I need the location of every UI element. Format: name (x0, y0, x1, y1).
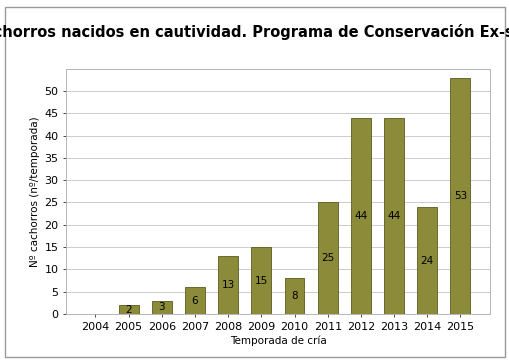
Text: 44: 44 (387, 211, 400, 221)
Text: 13: 13 (221, 280, 234, 290)
Text: 15: 15 (254, 275, 267, 286)
Text: 44: 44 (354, 211, 367, 221)
Bar (119, 305, 138, 314)
Text: 8: 8 (291, 291, 297, 301)
Bar (350, 118, 370, 314)
Bar (218, 256, 238, 314)
Bar (416, 207, 436, 314)
Bar (185, 287, 205, 314)
Bar (317, 203, 337, 314)
Text: 25: 25 (321, 253, 334, 263)
Y-axis label: Nº cachorros (nº/temporada): Nº cachorros (nº/temporada) (31, 116, 40, 267)
Text: 53: 53 (453, 191, 466, 201)
Bar (383, 118, 403, 314)
Bar (284, 278, 304, 314)
Text: 24: 24 (420, 256, 433, 265)
Text: 3: 3 (158, 303, 165, 312)
Bar (251, 247, 271, 314)
X-axis label: Temporada de cría: Temporada de cría (229, 336, 326, 346)
Text: Cachorros nacidos en cautividad. Programa de Conservación Ex-situ: Cachorros nacidos en cautividad. Program… (0, 25, 509, 40)
Text: 2: 2 (125, 305, 132, 314)
Bar (152, 301, 172, 314)
Text: 6: 6 (191, 296, 198, 306)
Bar (449, 78, 469, 314)
